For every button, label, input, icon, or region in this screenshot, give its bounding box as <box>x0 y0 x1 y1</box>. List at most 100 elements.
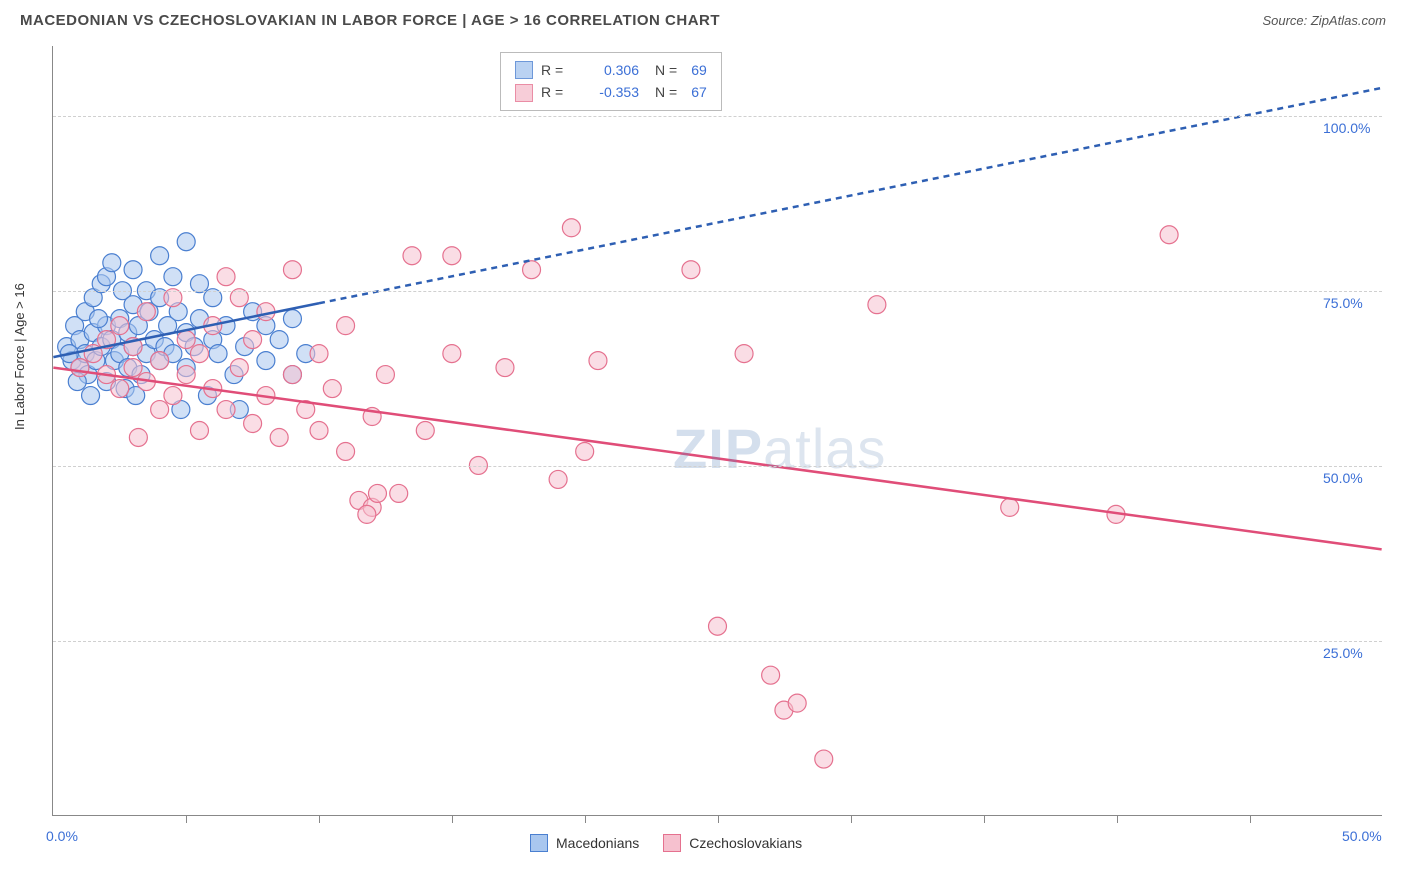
data-point <box>82 387 100 405</box>
gridline-h <box>53 641 1382 642</box>
legend-swatch <box>530 834 548 852</box>
n-value: 67 <box>691 81 707 103</box>
r-value: -0.353 <box>577 81 639 103</box>
data-point <box>376 366 394 384</box>
chart-header: MACEDONIAN VS CZECHOSLOVAKIAN IN LABOR F… <box>0 0 1406 37</box>
data-point <box>358 505 376 523</box>
data-point <box>164 387 182 405</box>
data-point <box>589 352 607 370</box>
data-point <box>151 352 169 370</box>
r-value: 0.306 <box>577 59 639 81</box>
plot-area: ZIPatlas 25.0%50.0%75.0%100.0% <box>52 46 1382 816</box>
data-point <box>270 429 288 447</box>
data-point <box>310 345 328 363</box>
data-point <box>137 303 155 321</box>
n-value: 69 <box>691 59 707 81</box>
data-point <box>190 275 208 293</box>
gridline-h <box>53 291 1382 292</box>
legend-label: Macedonians <box>556 835 639 851</box>
data-point <box>576 442 594 460</box>
y-tick-label: 25.0% <box>1323 645 1363 661</box>
data-point <box>762 666 780 684</box>
x-tick <box>984 815 985 823</box>
data-point <box>103 254 121 272</box>
data-point <box>310 422 328 440</box>
y-axis-label: In Labor Force | Age > 16 <box>12 283 27 430</box>
data-point <box>283 310 301 328</box>
data-point <box>682 261 700 279</box>
data-point <box>868 296 886 314</box>
data-point <box>111 317 129 335</box>
x-tick-label: 0.0% <box>46 828 78 844</box>
legend-swatch <box>515 84 533 102</box>
data-point <box>735 345 753 363</box>
data-point <box>337 317 355 335</box>
y-tick-label: 100.0% <box>1323 120 1370 136</box>
stats-legend-row: R = 0.306 N = 69 <box>515 59 707 81</box>
data-point <box>164 268 182 286</box>
data-point <box>709 617 727 635</box>
data-point <box>1001 498 1019 516</box>
stats-legend-row: R =-0.353N =67 <box>515 81 707 103</box>
r-label: R = <box>541 81 569 103</box>
data-point <box>151 247 169 265</box>
x-tick <box>452 815 453 823</box>
data-point <box>523 261 541 279</box>
x-tick <box>319 815 320 823</box>
source-label: Source: ZipAtlas.com <box>1262 13 1386 28</box>
data-point <box>403 247 421 265</box>
data-point <box>244 415 262 433</box>
data-point <box>90 310 108 328</box>
gridline-h <box>53 466 1382 467</box>
x-tick-label: 50.0% <box>1342 828 1382 844</box>
data-point <box>190 422 208 440</box>
data-point <box>815 750 833 768</box>
r-label: R = <box>541 59 569 81</box>
data-point <box>562 219 580 237</box>
data-point <box>443 345 461 363</box>
x-tick <box>585 815 586 823</box>
y-tick-label: 75.0% <box>1323 295 1363 311</box>
scatter-svg <box>53 46 1382 815</box>
chart-title: MACEDONIAN VS CZECHOSLOVAKIAN IN LABOR F… <box>20 12 720 29</box>
x-tick <box>718 815 719 823</box>
data-point <box>337 442 355 460</box>
data-point <box>416 422 434 440</box>
data-point <box>270 331 288 349</box>
data-point <box>368 484 386 502</box>
data-point <box>124 261 142 279</box>
data-point <box>151 401 169 419</box>
data-point <box>190 345 208 363</box>
data-point <box>217 268 235 286</box>
series-legend: Macedonians Czechoslovakians <box>530 834 802 852</box>
data-point <box>390 484 408 502</box>
data-point <box>230 359 248 377</box>
data-point <box>283 261 301 279</box>
data-point <box>111 380 129 398</box>
trend-line-solid <box>53 368 1381 550</box>
data-point <box>177 331 195 349</box>
data-point <box>443 247 461 265</box>
y-tick-label: 50.0% <box>1323 470 1363 486</box>
data-point <box>244 331 262 349</box>
legend-label: Czechoslovakians <box>689 835 802 851</box>
data-point <box>283 366 301 384</box>
data-point <box>129 429 147 447</box>
legend-item: Macedonians <box>530 834 639 852</box>
legend-swatch <box>515 61 533 79</box>
data-point <box>257 352 275 370</box>
data-point <box>71 359 89 377</box>
data-point <box>323 380 341 398</box>
x-tick <box>1117 815 1118 823</box>
x-tick <box>1250 815 1251 823</box>
legend-item: Czechoslovakians <box>663 834 802 852</box>
gridline-h <box>53 116 1382 117</box>
data-point <box>496 359 514 377</box>
trend-line-dashed <box>319 88 1382 303</box>
data-point <box>177 366 195 384</box>
n-label: N = <box>655 59 677 81</box>
data-point <box>788 694 806 712</box>
data-point <box>177 233 195 251</box>
x-tick <box>851 815 852 823</box>
data-point <box>549 470 567 488</box>
